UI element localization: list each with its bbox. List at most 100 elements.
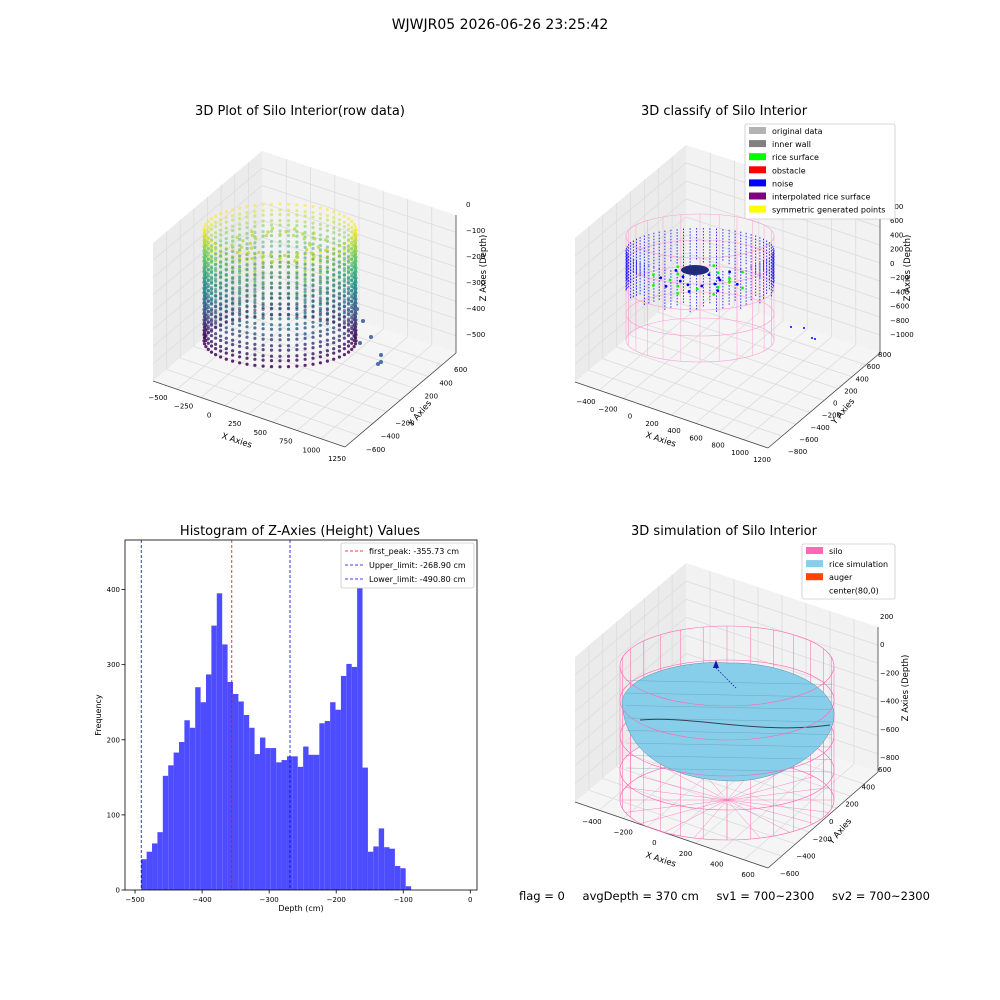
data-point	[295, 209, 299, 213]
data-point	[353, 242, 358, 246]
legend-label-2: Lower_limit: -490.80 cm	[369, 575, 466, 584]
data-point	[214, 308, 218, 313]
data-point	[342, 298, 346, 302]
data-point	[245, 352, 249, 356]
data-point	[303, 251, 307, 255]
data-point	[346, 238, 351, 242]
data-point	[318, 355, 322, 359]
data-point	[206, 219, 210, 223]
data-point	[204, 264, 208, 268]
data-point	[313, 237, 317, 241]
data-point	[206, 225, 210, 230]
data-point	[245, 211, 249, 215]
data-point	[253, 220, 257, 224]
surface-point	[735, 282, 739, 286]
data-point	[269, 202, 274, 206]
data-point	[352, 345, 356, 349]
data-point	[346, 254, 351, 258]
data-point	[214, 332, 218, 336]
data-point	[278, 260, 282, 264]
data-point	[318, 313, 322, 317]
data-point	[209, 340, 214, 344]
data-point	[350, 288, 354, 292]
data-point	[350, 282, 354, 286]
data-point	[219, 285, 223, 289]
data-point	[245, 273, 249, 278]
surface-point	[716, 289, 720, 293]
data-point	[350, 257, 354, 261]
data-point	[231, 266, 235, 270]
y-tick-label: −800	[788, 448, 807, 456]
data-point	[342, 225, 346, 229]
outlier-point	[379, 360, 383, 364]
histogram-bar	[400, 868, 406, 890]
data-point	[352, 270, 356, 274]
data-point	[261, 297, 265, 301]
data-point	[261, 327, 265, 331]
data-point	[342, 246, 346, 250]
surface-point	[676, 292, 680, 295]
data-point	[337, 218, 341, 222]
data-point	[209, 300, 214, 305]
data-point	[253, 326, 257, 330]
data-point	[286, 296, 291, 300]
data-point	[286, 333, 291, 337]
data-point	[224, 247, 228, 251]
x-tick-label: −100	[394, 896, 413, 904]
data-point	[353, 267, 358, 271]
data-point	[350, 261, 354, 265]
data-point	[209, 280, 214, 284]
surface-point	[676, 284, 680, 288]
data-point	[337, 243, 341, 247]
data-point	[318, 275, 322, 279]
histogram-bar	[324, 721, 331, 890]
data-point	[238, 279, 242, 283]
data-point	[353, 225, 358, 229]
data-point	[350, 264, 354, 268]
data-point	[253, 262, 257, 266]
data-point	[219, 334, 223, 338]
histogram-bar	[405, 886, 412, 890]
histogram-bar	[195, 687, 201, 890]
data-point	[257, 250, 261, 255]
data-point	[311, 325, 315, 329]
surface-point	[713, 282, 717, 286]
data-point	[269, 313, 274, 317]
data-point	[295, 307, 299, 311]
data-point	[325, 245, 329, 249]
legend-label-2: auger	[829, 573, 853, 582]
data-point	[253, 279, 257, 284]
data-point	[206, 314, 210, 318]
data-point	[332, 262, 336, 266]
data-point	[214, 258, 218, 262]
data-point	[261, 245, 265, 249]
data-point	[231, 260, 235, 264]
data-point	[318, 227, 322, 231]
data-point	[238, 334, 242, 338]
y-axis-label: Frequency	[94, 694, 103, 736]
figure-title: WJWJR05 2026-06-26 23:25:42	[391, 17, 609, 33]
data-point	[350, 240, 354, 244]
data-point	[353, 263, 358, 267]
histogram-bar	[146, 851, 153, 890]
data-point	[204, 281, 208, 285]
histogram-bar	[389, 848, 395, 890]
z-tick-label: 0	[890, 260, 894, 268]
data-point	[286, 281, 291, 286]
data-point	[311, 331, 315, 335]
legend-label-2: rice surface	[772, 153, 819, 162]
data-point	[245, 294, 249, 298]
data-point	[214, 277, 218, 281]
x-tick-label: 200	[679, 850, 692, 858]
data-point	[325, 308, 329, 312]
data-point	[269, 281, 274, 286]
data-point	[311, 246, 315, 251]
data-point	[352, 281, 356, 285]
data-point	[303, 277, 307, 281]
data-point	[284, 229, 288, 234]
grid-line	[220, 323, 415, 389]
data-point	[286, 286, 291, 290]
x-tick-label: 750	[279, 438, 292, 446]
legend-label-0: silo	[829, 547, 843, 556]
data-point	[238, 355, 242, 359]
